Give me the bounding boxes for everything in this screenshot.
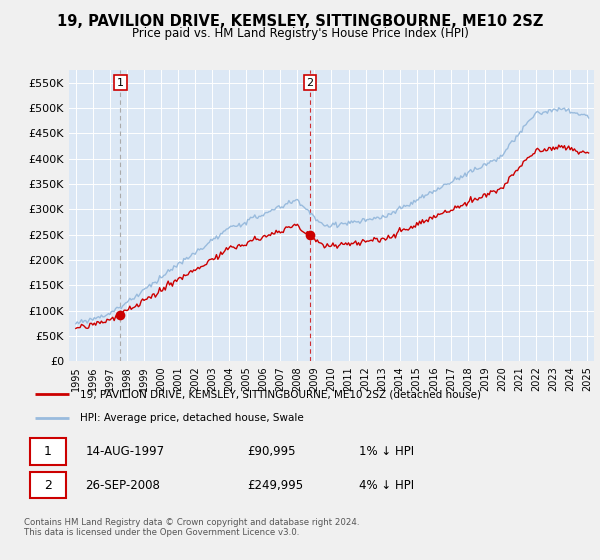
Text: 1% ↓ HPI: 1% ↓ HPI (359, 445, 414, 458)
Text: 26-SEP-2008: 26-SEP-2008 (85, 479, 160, 492)
FancyBboxPatch shape (29, 438, 66, 465)
Text: 19, PAVILION DRIVE, KEMSLEY, SITTINGBOURNE, ME10 2SZ: 19, PAVILION DRIVE, KEMSLEY, SITTINGBOUR… (57, 14, 543, 29)
Text: 14-AUG-1997: 14-AUG-1997 (85, 445, 164, 458)
Text: 2: 2 (44, 479, 52, 492)
Text: 19, PAVILION DRIVE, KEMSLEY, SITTINGBOURNE, ME10 2SZ (detached house): 19, PAVILION DRIVE, KEMSLEY, SITTINGBOUR… (80, 389, 481, 399)
Text: 2: 2 (307, 78, 314, 88)
Text: HPI: Average price, detached house, Swale: HPI: Average price, detached house, Swal… (80, 413, 304, 423)
Text: 4% ↓ HPI: 4% ↓ HPI (359, 479, 414, 492)
Text: Contains HM Land Registry data © Crown copyright and database right 2024.
This d: Contains HM Land Registry data © Crown c… (24, 518, 359, 538)
Text: 1: 1 (117, 78, 124, 88)
Text: £90,995: £90,995 (247, 445, 296, 458)
Text: 1: 1 (44, 445, 52, 458)
Text: £249,995: £249,995 (247, 479, 304, 492)
Text: Price paid vs. HM Land Registry's House Price Index (HPI): Price paid vs. HM Land Registry's House … (131, 27, 469, 40)
FancyBboxPatch shape (29, 472, 66, 498)
